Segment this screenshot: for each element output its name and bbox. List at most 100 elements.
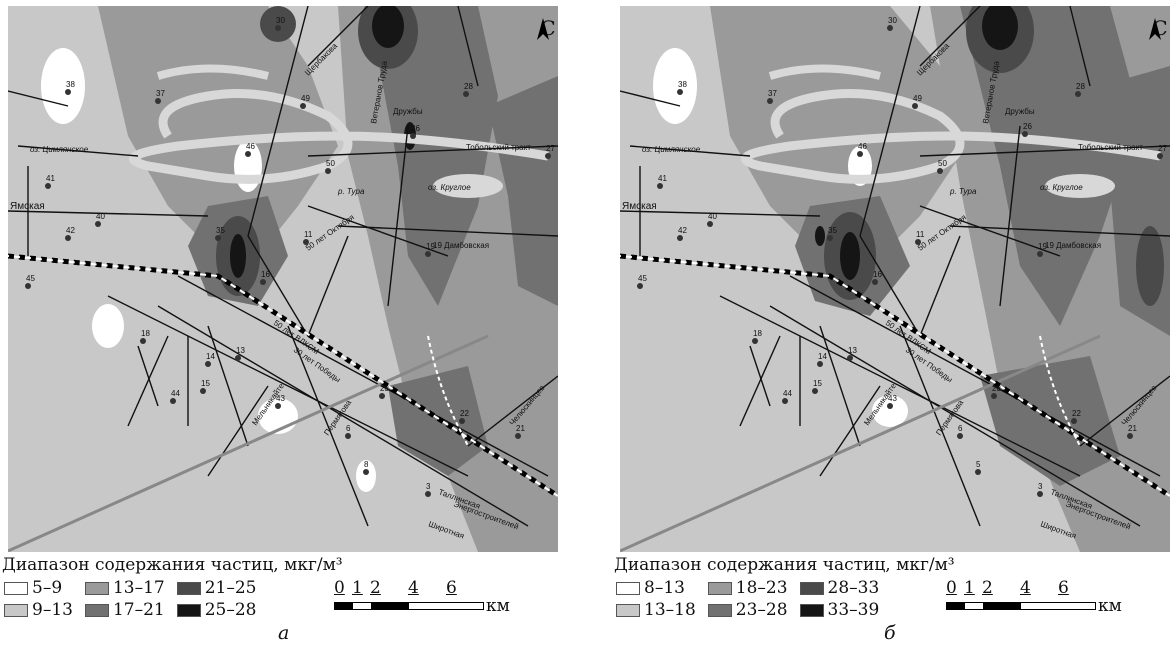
zone-17-21-east — [488, 76, 558, 306]
legend-item: 28–33 — [799, 578, 879, 598]
station-label: 49 — [913, 94, 922, 103]
monitoring-stations — [25, 25, 551, 497]
pollution-map-a: 38 37 30 28 49 36 27 41 40 42 45 35 11 19 18 16 14 15 13 43… — [8, 6, 558, 552]
legend-title-b: Диапазон содержания частиц, мкг/м³ — [614, 555, 955, 575]
rail-branch — [1039, 335, 1081, 447]
zone-33-39-north — [982, 6, 1018, 50]
railway-inner — [620, 255, 1170, 497]
station-label: 36 — [411, 124, 420, 133]
scale-bar-a: 0 1 2 4 6 км — [334, 578, 510, 616]
station-label: 19 — [1038, 242, 1047, 251]
legend-swatch — [4, 581, 28, 595]
station-label: 6 — [346, 424, 351, 433]
station-label: 42 — [678, 226, 687, 235]
rail-branch — [427, 335, 469, 447]
zone-13-17 — [98, 6, 338, 256]
station-label: 28 — [464, 82, 473, 91]
legend-item: 17–21 — [84, 600, 165, 620]
north-arrow-b: С — [1148, 18, 1170, 62]
station-label: 30 — [888, 16, 897, 25]
station-label: 38 — [66, 80, 75, 89]
station-label: 27 — [546, 144, 555, 153]
river-tura — [129, 89, 549, 184]
station-label: 19 — [426, 242, 435, 251]
station-label: 40 — [96, 212, 105, 221]
station-label: 22 — [1072, 409, 1081, 418]
station-label: 37 — [768, 89, 777, 98]
station-label: 45 — [638, 274, 647, 283]
station-label: 6 — [958, 424, 963, 433]
station-label: 37 — [156, 89, 165, 98]
station-label: 38 — [678, 80, 687, 89]
zone-25-28-center — [230, 234, 246, 278]
station-label: 16 — [873, 270, 882, 279]
highway — [8, 334, 489, 552]
zone-25-28-north — [372, 6, 404, 48]
station-label: 50 — [326, 159, 335, 168]
legend-item: 21–25 — [176, 578, 256, 598]
station-label: 23 — [380, 384, 389, 393]
legend-item: 18–23 — [707, 578, 788, 598]
lake-krugloe — [433, 174, 503, 198]
legend-swatch — [707, 581, 732, 595]
station-label: 21 — [1128, 424, 1137, 433]
station-label: 26 — [1023, 122, 1032, 131]
station-label: 27 — [1158, 144, 1167, 153]
road-network — [8, 6, 558, 527]
map-panel-a: 38 37 30 28 49 36 27 41 40 42 45 35 11 19 18 16 14 15 13 43… — [0, 0, 560, 646]
station-label: 15 — [201, 379, 210, 388]
legend-swatch — [84, 581, 109, 595]
legend-item: 25–28 — [176, 600, 256, 620]
zone-5-9-west — [41, 48, 85, 124]
station-label: 43 — [276, 394, 285, 403]
legend-item: 5–9 — [4, 578, 73, 598]
legend-swatch — [799, 603, 824, 617]
scale-bar-b: 0 1 2 4 6 км — [946, 578, 1122, 616]
station-label: 13 — [848, 346, 857, 355]
station-label: 11 — [916, 230, 925, 239]
legend-swatch — [799, 581, 824, 595]
station-label: 45 — [26, 274, 35, 283]
zone-18-23 — [710, 6, 960, 266]
legend-title-a: Диапазон содержания частиц, мкг/м³ — [2, 555, 343, 575]
legend-swatch — [176, 581, 201, 595]
railway-inner — [8, 255, 558, 497]
north-arrow-a: С — [536, 18, 558, 62]
station-label: 8 — [364, 460, 369, 469]
station-label: 43 — [888, 394, 897, 403]
legend-item: 9–13 — [4, 600, 73, 620]
legend-swatch — [4, 603, 28, 617]
map-panel-b: 38 37 30 28 49 26 27 41 40 42 45 35 11 19 18 16 14 15 13 43… — [612, 0, 1172, 646]
station-label: 11 — [304, 230, 313, 239]
station-label: 35 — [828, 226, 837, 235]
legend-swatch — [176, 603, 201, 617]
lake-krugloe — [1045, 174, 1115, 198]
station-label: 15 — [813, 379, 822, 388]
legend-item: 13–18 — [616, 600, 696, 620]
station-label: 16 — [261, 270, 270, 279]
station-label: 21 — [516, 424, 525, 433]
legend-swatch — [707, 603, 732, 617]
river-oxbow — [156, 64, 269, 80]
zone-17-21 — [368, 6, 498, 306]
legend-swatch — [616, 603, 640, 617]
legend-item: 8–13 — [616, 578, 696, 598]
legend-item: 23–28 — [707, 600, 788, 620]
station-label: 44 — [171, 389, 180, 398]
station-label: 14 — [818, 352, 827, 361]
road-network — [620, 6, 1170, 527]
station-label: 3 — [1038, 482, 1043, 491]
panel-letter-a: а — [278, 622, 290, 644]
zone-21-25-top — [260, 6, 296, 42]
station-label: 28 — [1076, 82, 1085, 91]
railway — [8, 253, 558, 499]
station-label: 50 — [938, 159, 947, 168]
legend-item: 13–17 — [84, 578, 165, 598]
north-arrow-icon — [537, 18, 549, 40]
station-label: 22 — [460, 409, 469, 418]
zone-33-39-west — [815, 226, 825, 246]
station-label: 42 — [66, 226, 75, 235]
station-label: 3 — [426, 482, 431, 491]
